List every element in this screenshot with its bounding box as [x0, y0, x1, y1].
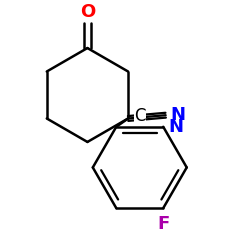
Text: O: O — [80, 4, 95, 22]
Text: C: C — [134, 107, 146, 125]
Text: N: N — [170, 106, 186, 124]
Text: N: N — [168, 118, 184, 136]
Text: F: F — [157, 215, 169, 233]
